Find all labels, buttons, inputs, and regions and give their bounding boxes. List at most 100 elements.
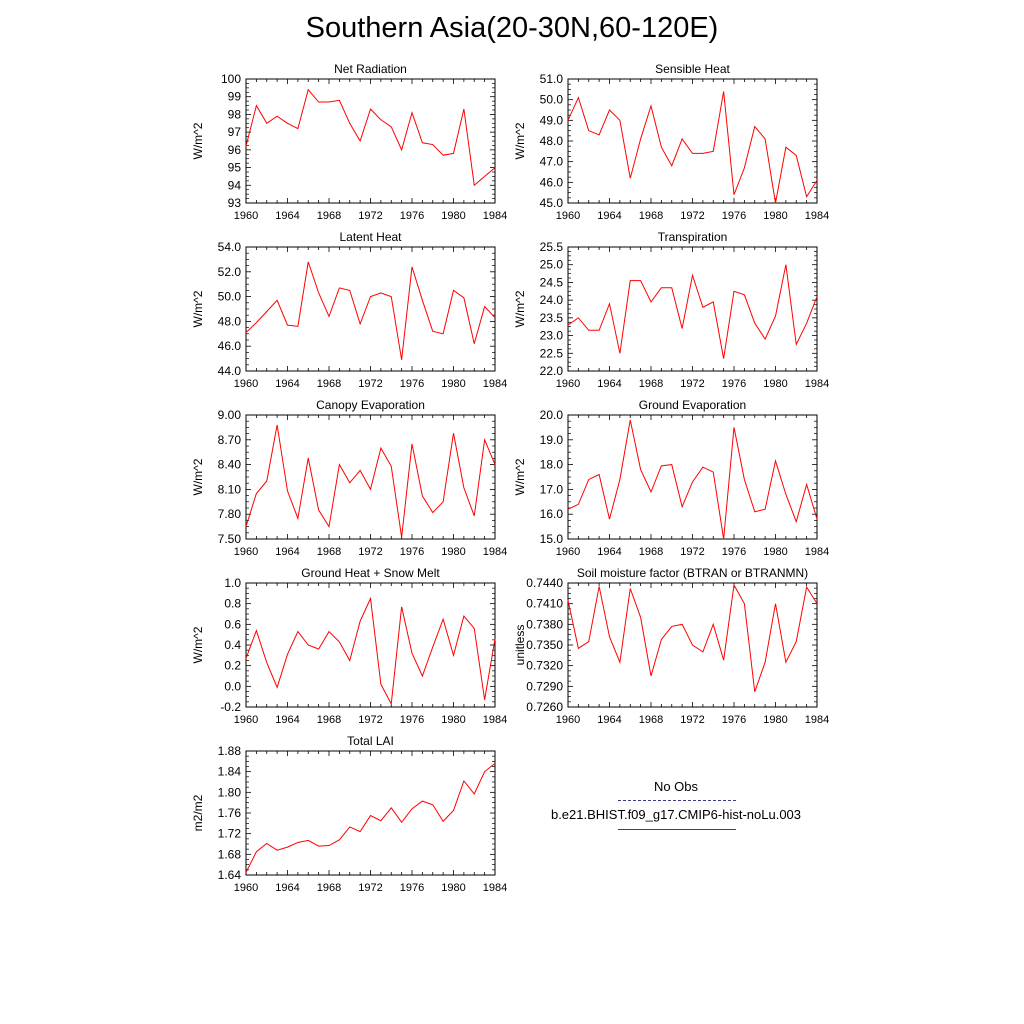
panel-7-xtick-label: 1984 [483, 714, 507, 726]
legend-case-label: b.e21.BHIST.f09_g17.CMIP6-hist-noLu.003 [550, 807, 802, 822]
panel-3-ytick-label: 52.0 [218, 265, 242, 279]
panel-4-ytick-label: 25.5 [540, 240, 564, 254]
panel-9-series-line [245, 763, 496, 873]
panel-9-ytick-label: 1.72 [218, 827, 242, 841]
panel-4-xtick-label: 1968 [639, 378, 663, 390]
panel-7-ytick-label: -0.2 [220, 700, 241, 714]
panel-4-ytick-label: 23.0 [540, 329, 564, 343]
panel-3-xtick-label: 1980 [441, 378, 465, 390]
panel-4: 22.0 22.5 23.0 23.5 24.0 24.5 25.0 25.5 1960 1964… [513, 230, 829, 390]
panel-5-xtick-label: 1972 [358, 546, 382, 558]
panel-4-title: Transpiration [658, 230, 728, 244]
panel-1-xtick-label: 1964 [275, 210, 299, 222]
panel-1-xtick-label: 1980 [441, 210, 465, 222]
panel-3: 44.0 46.0 48.0 50.0 52.0 54.0 1960 1964 1968 1972… [191, 230, 507, 390]
panel-1-ytick-label: 96 [228, 143, 242, 157]
panel-8-ytick-label: 0.7320 [526, 659, 563, 673]
panel-2-ytick-label: 49.0 [540, 113, 564, 127]
panel-4-ytick-label: 22.5 [540, 346, 564, 360]
panel-4-xtick-label: 1984 [805, 378, 829, 390]
panel-9-ytick-label: 1.68 [218, 847, 242, 861]
panel-9-ytick-label: 1.88 [218, 744, 242, 758]
panel-3-ytick-label: 50.0 [218, 290, 242, 304]
panel-1-ytick-label: 95 [228, 161, 242, 175]
legend-case-line [618, 829, 736, 830]
panel-7-ytick-label: 0.6 [224, 617, 241, 631]
panel-1-xtick-label: 1972 [358, 210, 382, 222]
panel-5-ytick-label: 8.70 [218, 433, 242, 447]
panel-1-ytick-label: 97 [228, 125, 242, 139]
panel-2-xtick-label: 1972 [680, 210, 704, 222]
panel-7-xtick-label: 1960 [234, 714, 258, 726]
panel-7-ytick-label: 0.0 [224, 679, 241, 693]
panel-1: 93 94 95 96 97 98 99 100 1960 1964 1968 1972 1976 198… [191, 62, 507, 222]
panel-9-xtick-label: 1972 [358, 882, 382, 894]
panel-2-xtick-label: 1984 [805, 210, 829, 222]
panel-6-ylabel: W/m^2 [513, 458, 527, 495]
panel-2-ytick-label: 46.0 [540, 175, 564, 189]
panel-4-ytick-label: 24.5 [540, 275, 564, 289]
panel-9-ytick-label: 1.84 [218, 765, 242, 779]
panel-4-xtick-label: 1964 [597, 378, 621, 390]
panel-7-xtick-label: 1980 [441, 714, 465, 726]
panel-4-xtick-label: 1976 [722, 378, 746, 390]
panel-2-xtick-label: 1964 [597, 210, 621, 222]
panel-2-frame [567, 78, 818, 204]
panel-1-ytick-label: 99 [228, 90, 242, 104]
panel-3-xtick-label: 1968 [317, 378, 341, 390]
panel-5: 7.50 7.80 8.10 8.40 8.70 9.00 1960 1964 1968 1972… [191, 398, 507, 558]
panel-8-xtick-label: 1984 [805, 714, 829, 726]
panel-2-ytick-label: 51.0 [540, 72, 564, 86]
panel-4-ytick-label: 23.5 [540, 311, 564, 325]
panel-8-xtick-label: 1964 [597, 714, 621, 726]
panel-8-title: Soil moisture factor (BTRAN or BTRANMN) [577, 566, 808, 580]
panel-8-xtick-label: 1968 [639, 714, 663, 726]
panel-8: 0.7260 0.7290 0.7320 0.7350 0.7380 0.7410 0.74… [513, 566, 829, 726]
panel-1-xtick-label: 1968 [317, 210, 341, 222]
panel-3-ytick-label: 54.0 [218, 240, 242, 254]
panel-4-ytick-label: 22.0 [540, 364, 564, 378]
panel-2-ytick-label: 47.0 [540, 155, 564, 169]
panel-1-ytick-label: 94 [228, 178, 242, 192]
panel-9-xtick-label: 1964 [275, 882, 299, 894]
panel-9-xtick-label: 1968 [317, 882, 341, 894]
panel-7-ytick-label: 0.4 [224, 638, 241, 652]
panel-2-ytick-label: 48.0 [540, 134, 564, 148]
panel-2-series-line [567, 91, 818, 204]
panel-6-title: Ground Evaporation [639, 398, 746, 412]
panel-7-ytick-label: 0.8 [224, 597, 241, 611]
panel-7-ytick-label: 0.2 [224, 659, 241, 673]
panel-9-ytick-label: 1.64 [218, 868, 242, 882]
panel-1-frame [245, 78, 496, 204]
panel-6-ytick-label: 18.0 [540, 458, 564, 472]
panel-3-xtick-label: 1964 [275, 378, 299, 390]
panel-9-xtick-label: 1976 [400, 882, 424, 894]
panel-5-frame [245, 414, 496, 540]
panel-3-ytick-label: 44.0 [218, 364, 242, 378]
panel-6-xtick-label: 1984 [805, 546, 829, 558]
panel-9-frame [245, 750, 496, 876]
panel-6-xtick-label: 1972 [680, 546, 704, 558]
panel-4-ytick-label: 24.0 [540, 293, 564, 307]
panel-9: 1.64 1.68 1.72 1.76 1.80 1.84 1.88 1960 1964 1968… [191, 734, 507, 894]
panel-4-frame [567, 246, 818, 372]
panel-2-ytick-label: 45.0 [540, 196, 564, 210]
panel-7-ytick-label: 1.0 [224, 576, 241, 590]
panel-7-ylabel: W/m^2 [191, 626, 205, 663]
panel-9-ylabel: m2/m2 [191, 794, 205, 831]
panel-9-title: Total LAI [347, 734, 394, 748]
panel-3-xtick-label: 1960 [234, 378, 258, 390]
panel-1-xtick-label: 1984 [483, 210, 507, 222]
panel-2-xtick-label: 1960 [556, 210, 580, 222]
panel-6-ytick-label: 16.0 [540, 507, 564, 521]
figure-title: Southern Asia(20-30N,60-120E) [305, 12, 719, 44]
panel-1-ytick-label: 100 [221, 72, 241, 86]
panel-5-ytick-label: 7.80 [218, 507, 242, 521]
panel-5-title: Canopy Evaporation [316, 398, 425, 412]
panel-8-ytick-label: 0.7350 [526, 638, 563, 652]
panel-2-xtick-label: 1976 [722, 210, 746, 222]
panel-5-ytick-label: 7.50 [218, 532, 242, 546]
panel-6-frame [567, 414, 818, 540]
panel-6-xtick-label: 1976 [722, 546, 746, 558]
